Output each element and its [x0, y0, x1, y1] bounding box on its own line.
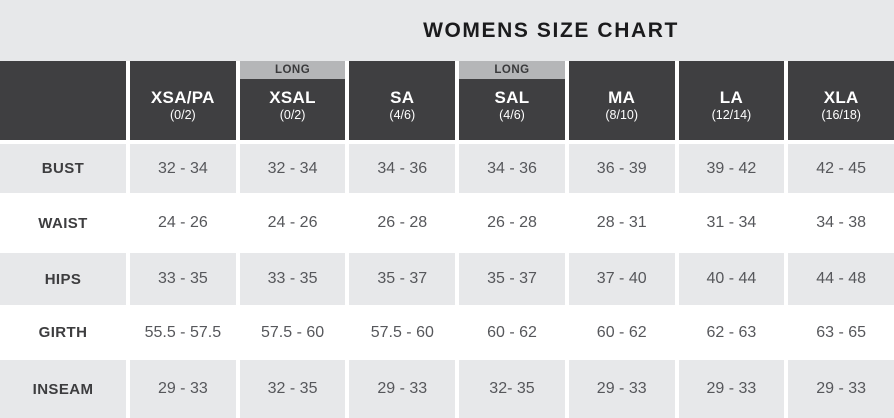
size-cell: 57.5 - 60 [370, 323, 434, 341]
size-name: XSA/PA [150, 88, 215, 107]
size-name: SA [390, 88, 415, 107]
size-cell: 29 - 33 [568, 360, 675, 418]
header-cell-sa: SA (4/6) [349, 61, 456, 140]
row-label: INSEAM [0, 360, 126, 418]
table-row-waist: WAIST 24 - 26 24 - 26 26 - 28 26 - 28 28… [0, 193, 894, 253]
size-cell: 29 - 33 [788, 360, 894, 418]
size-cell: 29 - 33 [130, 360, 236, 418]
size-cell: 32- 35 [459, 360, 565, 418]
size-cell: 62 - 63 [706, 323, 757, 341]
size-name: SAL [494, 88, 530, 107]
size-name: XLA [823, 88, 859, 107]
header-cell-xsapa: XSA/PA (0/2) [130, 61, 236, 140]
size-cell: 32 - 35 [239, 360, 346, 418]
long-badge: LONG [459, 61, 565, 79]
size-cell: 40 - 44 [678, 253, 785, 305]
header-spacer [130, 61, 236, 79]
size-name: MA [608, 88, 636, 107]
size-cell: 35 - 37 [459, 253, 565, 305]
size-cell: 33 - 35 [130, 253, 236, 305]
size-cell: 24 - 26 [157, 214, 208, 231]
size-cell: 60 - 62 [596, 323, 647, 341]
size-cell: 34 - 36 [349, 144, 456, 193]
header-cell-la: LA (12/14) [678, 61, 785, 140]
size-cell: 33 - 35 [239, 253, 346, 305]
header-cell-sal: LONG SAL (4/6) [459, 61, 565, 140]
size-numbers: (4/6) [499, 108, 525, 122]
row-label: HIPS [0, 253, 126, 305]
size-cell: 34 - 36 [459, 144, 565, 193]
size-name: XSAL [269, 88, 316, 107]
header-spacer [349, 61, 455, 79]
size-cell: 37 - 40 [568, 253, 675, 305]
size-cell: 32 - 34 [239, 144, 346, 193]
header-spacer [679, 61, 785, 79]
size-cell: 32 - 34 [130, 144, 236, 193]
size-cell: 55.5 - 57.5 [144, 323, 222, 341]
header-cell-xla: XLA (16/18) [788, 61, 894, 140]
size-numbers: (0/2) [170, 108, 196, 122]
header-cell-xsal: LONG XSAL (0/2) [239, 61, 346, 140]
table-body: BUST 32 - 34 32 - 34 34 - 36 34 - 36 36 … [0, 144, 894, 418]
row-label: BUST [0, 144, 126, 193]
size-cell: 31 - 34 [706, 214, 757, 231]
size-cell: 39 - 42 [678, 144, 785, 193]
table-row-inseam: INSEAM 29 - 33 32 - 35 29 - 33 32- 35 29… [0, 360, 894, 418]
size-cell: 44 - 48 [788, 253, 894, 305]
size-cell: 60 - 62 [487, 323, 537, 341]
size-cell: 24 - 26 [267, 214, 318, 231]
size-cell: 29 - 33 [349, 360, 456, 418]
size-cell: 57.5 - 60 [260, 323, 325, 341]
size-cell: 29 - 33 [678, 360, 785, 418]
size-cell: 36 - 39 [568, 144, 675, 193]
size-cell: 28 - 31 [596, 214, 647, 231]
size-cell: 35 - 37 [349, 253, 456, 305]
header-spacer [788, 61, 894, 79]
size-cell: 26 - 28 [377, 214, 428, 231]
table-header-row: XSA/PA (0/2) LONG XSAL (0/2) SA (4/6) LO… [0, 61, 894, 140]
size-name: LA [719, 88, 744, 107]
size-numbers: (12/14) [711, 108, 752, 122]
size-cell: 42 - 45 [788, 144, 894, 193]
table-row-girth: GIRTH 55.5 - 57.5 57.5 - 60 57.5 - 60 60… [0, 305, 894, 360]
row-label: WAIST [38, 214, 88, 232]
header-cell-ma: MA (8/10) [568, 61, 675, 140]
title-bar: WOMENS SIZE CHART [0, 0, 894, 61]
table-row-hips: HIPS 33 - 35 33 - 35 35 - 37 35 - 37 37 … [0, 253, 894, 305]
size-cell: 34 - 38 [816, 214, 867, 231]
size-numbers: (4/6) [389, 108, 416, 122]
long-badge: LONG [239, 61, 346, 79]
size-table: XSA/PA (0/2) LONG XSAL (0/2) SA (4/6) LO… [0, 61, 894, 418]
size-numbers: (16/18) [821, 108, 861, 122]
size-numbers: (0/2) [279, 108, 306, 122]
header-spacer [569, 61, 675, 79]
size-numbers: (8/10) [605, 108, 639, 122]
table-row-bust: BUST 32 - 34 32 - 34 34 - 36 34 - 36 36 … [0, 144, 894, 193]
page-title: WOMENS SIZE CHART [423, 18, 679, 42]
size-cell: 26 - 28 [487, 214, 537, 231]
header-corner-cell [0, 61, 126, 140]
row-label: GIRTH [38, 324, 88, 341]
size-cell: 63 - 65 [816, 323, 867, 341]
